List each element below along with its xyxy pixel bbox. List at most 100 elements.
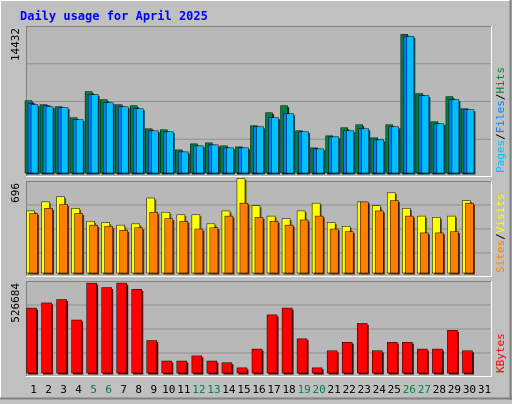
x-tick-label-day-20: 20 xyxy=(313,383,326,396)
y-max-label: 696 xyxy=(9,183,22,203)
x-tick-label-day-22: 22 xyxy=(343,383,356,396)
x-tick-label-day-19: 19 xyxy=(297,383,310,396)
bar-sites-day-16 xyxy=(254,217,264,274)
x-tick-label-day-28: 28 xyxy=(433,383,446,396)
bar-sites-day-9 xyxy=(149,211,159,274)
bar-pages-day-13 xyxy=(211,144,219,174)
x-tick-label-day-9: 9 xyxy=(150,383,157,396)
bar-kbytes-day-10 xyxy=(161,360,173,374)
bar-pages-day-25 xyxy=(391,126,400,174)
bar-sites-day-10 xyxy=(164,218,174,274)
legend: Sites/Visits xyxy=(494,194,507,274)
bar-sites-day-2 xyxy=(44,208,53,274)
x-tick-label-day-8: 8 xyxy=(135,383,142,396)
x-tick-label-day-27: 27 xyxy=(418,383,431,396)
bar-pages-day-28 xyxy=(436,123,445,174)
x-tick-label-day-25: 25 xyxy=(388,383,401,396)
bar-sites-day-17 xyxy=(269,221,279,274)
bar-kbytes-day-6 xyxy=(101,287,112,374)
bar-sites-day-21 xyxy=(329,228,339,274)
bar-sites-day-20 xyxy=(314,215,324,274)
bar-kbytes-day-5 xyxy=(86,282,97,374)
bar-sites-day-19 xyxy=(299,219,309,274)
panel-2: 696 Sites/Visits xyxy=(9,178,507,277)
x-tick-label-day-6: 6 xyxy=(105,383,112,396)
x-tick-label-day-18: 18 xyxy=(282,383,295,396)
x-tick-label-day-17: 17 xyxy=(267,383,280,396)
bar-pages-day-26 xyxy=(406,36,415,174)
bar-kbytes-day-21 xyxy=(326,350,338,374)
bar-pages-day-20 xyxy=(316,148,324,174)
bar-pages-day-8 xyxy=(135,108,144,174)
bar-pages-day-11 xyxy=(181,151,189,174)
x-tick-label-day-30: 30 xyxy=(463,383,476,396)
bar-kbytes-day-20 xyxy=(311,367,323,374)
bar-sites-day-18 xyxy=(284,224,294,274)
x-axis-labels: 1 2 3 4 5 6 7 8 9 10 11 12 13 14 15 16 17 18 19 20 21 22 23 24 2… xyxy=(30,383,491,396)
x-tick-label-day-5: 5 xyxy=(90,383,97,396)
bar-sites-day-4 xyxy=(74,213,83,274)
x-tick-label-day-1: 1 xyxy=(30,383,37,396)
bar-pages-day-23 xyxy=(361,128,369,174)
bar-sites-day-26 xyxy=(405,215,414,274)
bar-kbytes-day-11 xyxy=(176,360,188,374)
bar-sites-day-13 xyxy=(209,227,219,274)
bar-pages-day-6 xyxy=(105,102,114,174)
x-tick-label-day-2: 2 xyxy=(45,383,52,396)
y-max-label: 14432 xyxy=(9,28,22,61)
bar-kbytes-day-27 xyxy=(417,348,428,374)
bar-sites-day-1 xyxy=(29,213,38,274)
bar-pages-day-2 xyxy=(45,106,54,174)
bar-pages-day-22 xyxy=(346,130,354,174)
bar-pages-day-3 xyxy=(60,107,69,174)
bar-pages-day-9 xyxy=(151,130,159,174)
bar-sites-day-12 xyxy=(194,228,204,274)
legend-kbytes: KBytes xyxy=(494,333,507,373)
bar-kbytes-day-29 xyxy=(447,330,458,374)
x-tick-label-day-31: 31 xyxy=(478,383,491,396)
bar-kbytes-day-25 xyxy=(387,341,398,374)
bar-pages-day-1 xyxy=(30,104,39,174)
bar-kbytes-day-16 xyxy=(251,348,263,374)
legend-sites: Sites xyxy=(494,240,507,273)
legend-separator: / xyxy=(494,94,507,101)
bar-kbytes-day-12 xyxy=(191,355,203,374)
bar-sites-day-6 xyxy=(104,226,113,274)
legend-visits: Visits xyxy=(494,194,507,234)
bar-sites-day-11 xyxy=(179,221,189,274)
bar-sites-day-3 xyxy=(59,204,68,274)
bar-kbytes-day-17 xyxy=(266,314,278,374)
bar-pages-day-5 xyxy=(90,94,99,174)
bar-kbytes-day-8 xyxy=(131,289,142,374)
bar-sites-day-23 xyxy=(359,201,369,274)
bar-kbytes-day-30 xyxy=(462,350,473,374)
bar-pages-day-27 xyxy=(421,95,430,174)
panel-3: 526684 KBytes xyxy=(9,281,507,377)
legend-pages: Pages xyxy=(494,140,507,173)
bar-kbytes-day-1 xyxy=(26,307,37,374)
bar-kbytes-day-15 xyxy=(236,367,248,374)
x-tick-label-day-24: 24 xyxy=(373,383,387,396)
bar-kbytes-day-2 xyxy=(41,302,52,374)
bar-sites-day-30 xyxy=(465,202,474,274)
legend-separator: / xyxy=(494,133,507,140)
x-tick-label-day-29: 29 xyxy=(448,383,461,396)
bar-pages-day-10 xyxy=(166,131,174,174)
bar-sites-day-14 xyxy=(224,215,234,274)
bar-pages-day-14 xyxy=(226,147,234,174)
x-tick-label-day-16: 16 xyxy=(252,383,265,396)
bar-kbytes-day-9 xyxy=(146,340,158,374)
bar-sites-day-22 xyxy=(344,231,354,274)
bar-kbytes-day-22 xyxy=(341,341,353,374)
legend-separator: / xyxy=(494,233,507,240)
bar-kbytes-day-18 xyxy=(281,307,293,374)
legend: Pages/Files/Hits xyxy=(494,67,507,173)
bar-sites-day-25 xyxy=(390,200,399,274)
bar-pages-day-29 xyxy=(451,99,460,174)
bar-pages-day-30 xyxy=(466,109,475,174)
x-tick-label-day-10: 10 xyxy=(162,383,175,396)
bar-pages-day-15 xyxy=(241,147,249,174)
panel-1: 14432 Pages/Files/Hits xyxy=(9,26,507,177)
bar-pages-day-19 xyxy=(301,131,309,174)
